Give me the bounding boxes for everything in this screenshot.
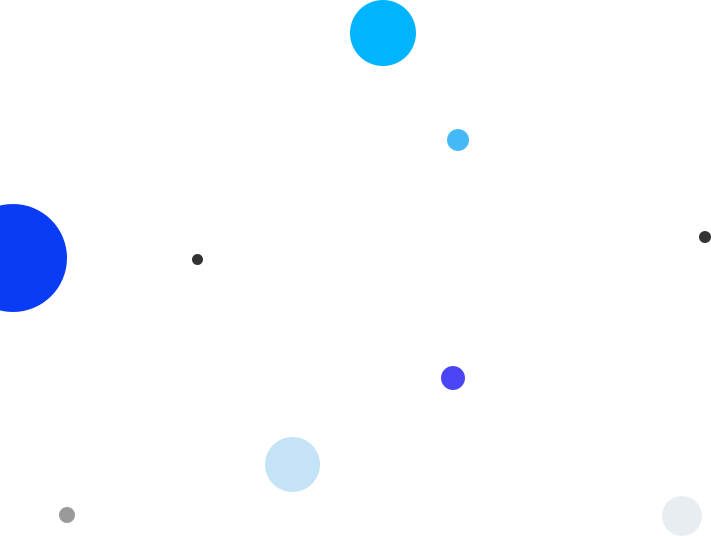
decorative-circle [192, 254, 203, 265]
decorative-circle [441, 366, 465, 390]
decorative-circle [265, 437, 320, 492]
decorative-circle [0, 204, 67, 312]
decorative-circle [350, 0, 416, 66]
decorative-circle [59, 507, 75, 523]
decorative-circle [447, 129, 469, 151]
decorative-circle [699, 231, 711, 243]
decorative-circle [662, 496, 702, 536]
